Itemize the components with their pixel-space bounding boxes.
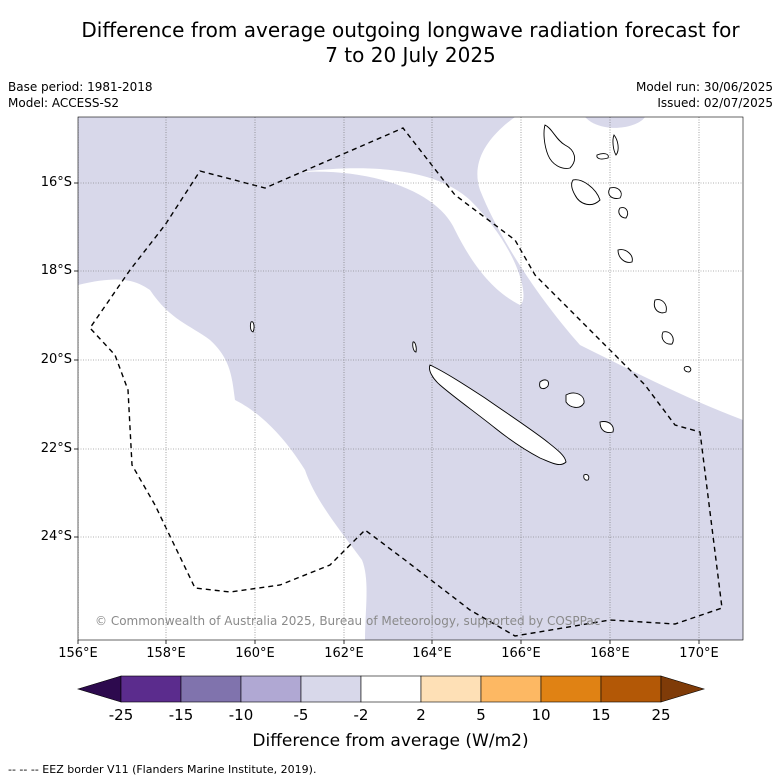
lon-label-164e: 164°E [412, 646, 452, 661]
colorbar-tick: -5 [293, 706, 309, 724]
lat-label-22s: 22°S [40, 441, 72, 456]
colorbar-bin-10-15 [540, 675, 602, 703]
lat-label-16s: 16°S [40, 175, 72, 190]
issued-text: Issued: 02/07/2025 [657, 96, 773, 110]
colorbar-bin-neg25-neg15 [120, 675, 182, 703]
loyalty-island-ouvea [539, 379, 549, 390]
colorbar-label: Difference from average (W/m2) [252, 731, 529, 751]
colorbar-bin-neg10-neg5 [240, 675, 302, 703]
lon-label-156e: 156°E [58, 646, 98, 661]
coastlines [249, 124, 692, 481]
anomaly-region-top-right [585, 117, 645, 128]
vanuatu-erromango [617, 249, 633, 263]
vanuatu-aneityum [661, 331, 674, 345]
meta-left: Base period: 1981-2018 Model: ACCESS-S2 [8, 79, 153, 111]
copyright-text: © Commonwealth of Australia 2025, Bureau… [95, 614, 601, 628]
lon-label-168e: 168°E [590, 646, 630, 661]
belep-islands [412, 341, 417, 353]
model-text: Model: ACCESS-S2 [8, 96, 120, 110]
colorbar-bin-neg2-2 [360, 675, 422, 703]
lon-label-170e: 170°E [679, 646, 719, 661]
vanuatu-maewo [612, 134, 619, 156]
meta-right: Model run: 30/06/2025 Issued: 02/07/2025 [636, 79, 773, 111]
vanuatu-malakula [571, 179, 601, 206]
vanuatu-efate [608, 187, 622, 199]
map-title-line-2: 7 to 20 July 2025 [325, 43, 496, 67]
loyalty-island-lifou [565, 392, 585, 408]
colorbar-tick: -25 [108, 706, 134, 724]
new-caledonia-island [429, 364, 567, 465]
model-run-text: Model run: 30/06/2025 [635, 80, 773, 94]
colorbar-tick: -2 [353, 706, 369, 724]
chesterfield-islet [249, 321, 255, 333]
vanuatu-ambae [596, 153, 609, 160]
anomaly-region [78, 117, 743, 640]
map-title-line-1: Difference from average outgoing longwav… [81, 18, 740, 42]
map-title: Difference from average outgoing longwav… [0, 18, 781, 68]
colorbar-bin-neg15-neg10 [180, 675, 242, 703]
colorbar-bin-neg5-neg2 [300, 675, 362, 703]
colorbar-arrow-right [660, 675, 706, 703]
colorbar-tick: -10 [228, 706, 254, 724]
colorbar-bin-5-10 [480, 675, 542, 703]
colorbar-bin-15-25 [600, 675, 662, 703]
isle-of-pines [583, 474, 590, 481]
axis-ticks [74, 182, 700, 644]
vanuatu-espiritu-santo [543, 124, 576, 169]
colorbar-bin-2-5 [420, 675, 482, 703]
eez-footnote: -- -- -- EEZ border V11 (Flanders Marine… [8, 763, 317, 776]
lon-label-158e: 158°E [146, 646, 186, 661]
eez-border [89, 127, 723, 637]
map-frame [77, 116, 744, 641]
lon-label-162e: 162°E [324, 646, 364, 661]
lat-label-24s: 24°S [40, 529, 72, 544]
base-period-text: Base period: 1981-2018 [8, 80, 153, 94]
lat-label-20s: 20°S [40, 352, 72, 367]
colorbar-tick: 15 [591, 706, 611, 724]
lat-label-18s: 18°S [40, 263, 72, 278]
gridlines [78, 117, 743, 640]
reef-islet [683, 366, 692, 373]
colorbar-tick: 2 [416, 706, 426, 724]
colorbar-tick: 25 [651, 706, 671, 724]
lon-label-160e: 160°E [235, 646, 275, 661]
vanuatu-small-island [618, 207, 629, 219]
colorbar-tick: 5 [476, 706, 486, 724]
colorbar-arrow-left [76, 675, 122, 703]
lon-label-166e: 166°E [501, 646, 541, 661]
colorbar-tick: 10 [531, 706, 551, 724]
vanuatu-tanna [653, 299, 667, 314]
loyalty-island-mare [599, 421, 614, 433]
colorbar-tick: -15 [168, 706, 194, 724]
